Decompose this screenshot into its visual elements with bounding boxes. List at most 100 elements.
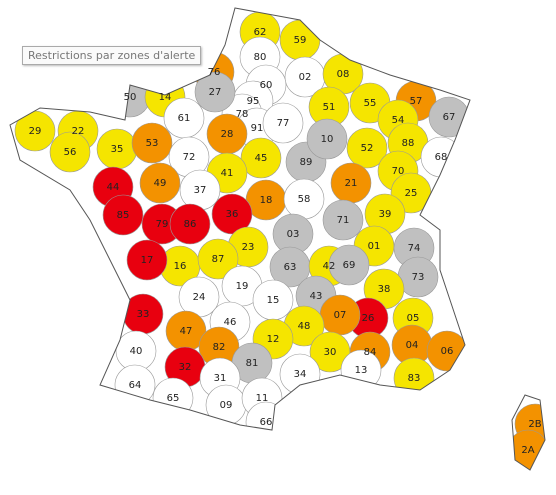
department-code: 87	[212, 254, 225, 265]
department-code: 86	[184, 219, 197, 230]
department-code: 65	[167, 393, 180, 404]
department-code: 51	[323, 102, 336, 113]
department-code: 26	[362, 313, 375, 324]
outline	[9, 7, 546, 471]
department-code: 84	[364, 347, 377, 358]
department-code: 61	[178, 113, 191, 124]
department-code: 15	[267, 295, 280, 306]
department-area	[131, 122, 173, 164]
department-code: 29	[29, 126, 42, 137]
department-code: 81	[246, 358, 259, 369]
department-code: 30	[324, 347, 337, 358]
department-code: 14	[159, 92, 172, 103]
department-code: 40	[130, 346, 143, 357]
department-code: 88	[402, 138, 415, 149]
department-code: 83	[408, 373, 421, 384]
department-code: 32	[179, 362, 192, 373]
department-code: 78	[236, 109, 249, 120]
department-code: 21	[345, 178, 358, 189]
department-code: 43	[310, 291, 323, 302]
department-code: 34	[294, 369, 307, 380]
department-code: 70	[392, 166, 405, 177]
department-code: 33	[137, 309, 150, 320]
department-code: 95	[247, 96, 260, 107]
department-code: 41	[221, 168, 234, 179]
department-code: 13	[355, 365, 368, 376]
department-code: 77	[277, 118, 290, 129]
department-code: 25	[405, 188, 418, 199]
department-code: 80	[254, 52, 267, 63]
department-code: 12	[267, 334, 280, 345]
department-code: 35	[111, 144, 124, 155]
department-code: 53	[146, 138, 159, 149]
department-area	[346, 127, 388, 169]
department-code: 03	[287, 229, 300, 240]
department-code: 05	[407, 313, 420, 324]
department-code: 37	[194, 185, 207, 196]
department-code: 67	[443, 112, 456, 123]
department-code: 38	[378, 284, 391, 295]
department-code: 16	[174, 261, 187, 272]
department-area	[306, 118, 348, 160]
department-code: 72	[183, 152, 196, 163]
department-code: 58	[298, 194, 311, 205]
department-area	[240, 137, 282, 179]
department-code: 74	[408, 243, 421, 254]
department-code: 62	[254, 27, 267, 38]
department-code: 18	[260, 195, 273, 206]
department-code: 46	[224, 317, 237, 328]
department-area	[169, 203, 211, 245]
department-area	[139, 162, 181, 204]
department-code: 57	[410, 96, 423, 107]
department-area	[194, 71, 236, 113]
department-code: 68	[435, 152, 448, 163]
department-code: 44	[107, 182, 120, 193]
department-area	[126, 239, 168, 281]
tooltip: Restrictions par zones d'alerte	[22, 46, 202, 65]
department-code: 17	[141, 255, 154, 266]
department-area	[322, 199, 364, 241]
department-code: 01	[368, 241, 381, 252]
department-code: 60	[260, 80, 273, 91]
department-code: 73	[412, 272, 425, 283]
department-code: 63	[284, 262, 297, 273]
department-code: 69	[343, 260, 356, 271]
department-code: 2A	[521, 445, 534, 456]
department-code: 11	[256, 393, 269, 404]
department-code: 09	[220, 400, 233, 411]
department-code: 36	[226, 209, 239, 220]
department-code: 89	[300, 157, 313, 168]
department-code: 2B	[528, 419, 541, 430]
department-code: 22	[72, 126, 85, 137]
department-area	[49, 131, 91, 173]
department-area	[211, 193, 253, 235]
department-code: 71	[337, 215, 350, 226]
department-code: 45	[255, 153, 268, 164]
department-code: 52	[361, 143, 374, 154]
regions	[14, 11, 545, 470]
department-code: 19	[236, 281, 249, 292]
department-code: 27	[209, 87, 222, 98]
department-code: 31	[214, 373, 227, 384]
department-code: 59	[294, 35, 307, 46]
department-code: 50	[124, 92, 137, 103]
department-code: 10	[321, 134, 334, 145]
department-code: 82	[213, 342, 226, 353]
department-code: 07	[334, 310, 347, 321]
department-code: 56	[64, 147, 77, 158]
department-code: 02	[299, 72, 312, 83]
department-code: 08	[337, 69, 350, 80]
department-code: 64	[129, 380, 142, 391]
department-code: 23	[242, 242, 255, 253]
department-code: 42	[323, 261, 336, 272]
department-area	[102, 194, 144, 236]
department-code: 91	[251, 123, 264, 134]
department-code: 66	[260, 417, 273, 428]
department-code: 28	[221, 129, 234, 140]
department-code: 49	[154, 178, 167, 189]
department-code: 48	[298, 321, 311, 332]
department-code: 04	[406, 340, 419, 351]
